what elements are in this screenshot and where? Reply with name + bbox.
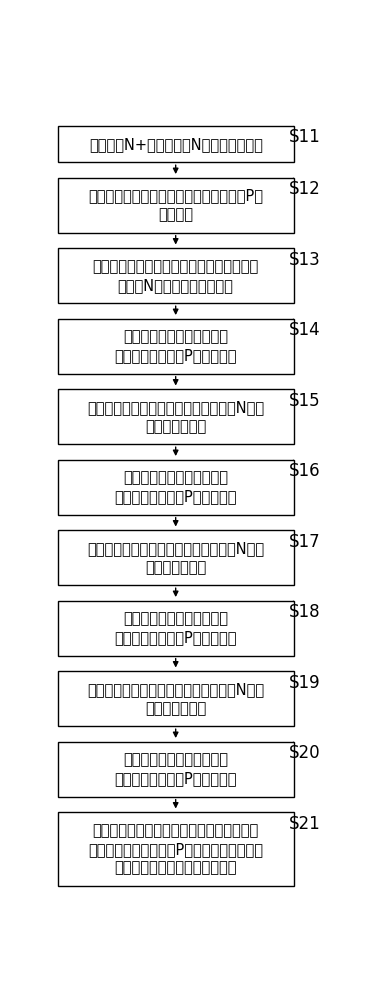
Text: S21: S21: [289, 815, 321, 833]
Bar: [58, 601, 294, 656]
Text: S18: S18: [289, 603, 321, 621]
Text: 在晶圆的N+衬底上生长N型的缓冲外延层: 在晶圆的N+衬底上生长N型的缓冲外延层: [89, 137, 263, 152]
Text: 第三正常外延层: 第三正常外延层: [145, 560, 206, 575]
Text: 通过光刻和离子注入在缓冲外延层内形成P型: 通过光刻和离子注入在缓冲外延层内形成P型: [88, 188, 263, 203]
Text: 正常外延层内形成P型的掺杂区: 正常外延层内形成P型的掺杂区: [115, 348, 237, 363]
Bar: [58, 319, 294, 374]
Bar: [58, 812, 294, 886]
Bar: [58, 178, 294, 233]
Bar: [58, 671, 294, 726]
Bar: [58, 460, 294, 515]
Text: 正常外延层内形成P型的掺杂区: 正常外延层内形成P型的掺杂区: [115, 489, 237, 504]
Bar: [58, 530, 294, 585]
Text: 串在一起形成柱状的超级结结构: 串在一起形成柱状的超级结结构: [115, 861, 237, 876]
Text: S13: S13: [289, 251, 321, 269]
Text: S12: S12: [289, 180, 321, 198]
Text: 通过光刻和离子注入在第三: 通过光刻和离子注入在第三: [123, 611, 228, 626]
Text: 去除光刻胶并在第二正常外延层上生长N型的: 去除光刻胶并在第二正常外延层上生长N型的: [87, 541, 264, 556]
Text: S19: S19: [289, 674, 321, 692]
Text: 正常外延层内形成P型的掺杂区: 正常外延层内形成P型的掺杂区: [115, 771, 237, 786]
Text: 通过光刻和离子注入在第二: 通过光刻和离子注入在第二: [123, 470, 228, 485]
Bar: [58, 742, 294, 797]
Text: S16: S16: [289, 462, 321, 480]
Text: 去除缓冲外延层上的光刻胶并在缓冲外延层: 去除缓冲外延层上的光刻胶并在缓冲外延层: [92, 259, 259, 274]
Text: S11: S11: [289, 128, 321, 146]
Text: 的掺杂区: 的掺杂区: [158, 207, 193, 222]
Bar: [58, 248, 294, 303]
Text: 正常外延层内形成P型的掺杂区: 正常外延层内形成P型的掺杂区: [115, 630, 237, 645]
Text: S17: S17: [289, 533, 321, 551]
Text: 通过光刻和离子注入在第四: 通过光刻和离子注入在第四: [123, 752, 228, 767]
Text: 去除光刻胶并在第三正常外延层上生长N型的: 去除光刻胶并在第三正常外延层上生长N型的: [87, 682, 264, 697]
Text: 第四正常外延层: 第四正常外延层: [145, 701, 206, 716]
Text: 通过光刻和离子注入在第一: 通过光刻和离子注入在第一: [123, 329, 228, 344]
Text: S15: S15: [289, 392, 321, 410]
Text: 热推进使相邻外延层的P型的掺杂区在纵向上: 热推进使相邻外延层的P型的掺杂区在纵向上: [88, 842, 263, 857]
Text: 第二正常外延层: 第二正常外延层: [145, 419, 206, 434]
Text: S14: S14: [289, 321, 321, 339]
Text: 在第四正常外延层表面热生长场氧化层，并: 在第四正常外延层表面热生长场氧化层，并: [92, 823, 259, 838]
Text: 去除光刻胶并在第一正常外延层上生长N型的: 去除光刻胶并在第一正常外延层上生长N型的: [87, 400, 264, 415]
Bar: [58, 389, 294, 444]
Text: S20: S20: [289, 744, 321, 762]
Bar: [58, 126, 294, 162]
Text: 上生长N型的第一正常外延层: 上生长N型的第一正常外延层: [118, 278, 234, 293]
